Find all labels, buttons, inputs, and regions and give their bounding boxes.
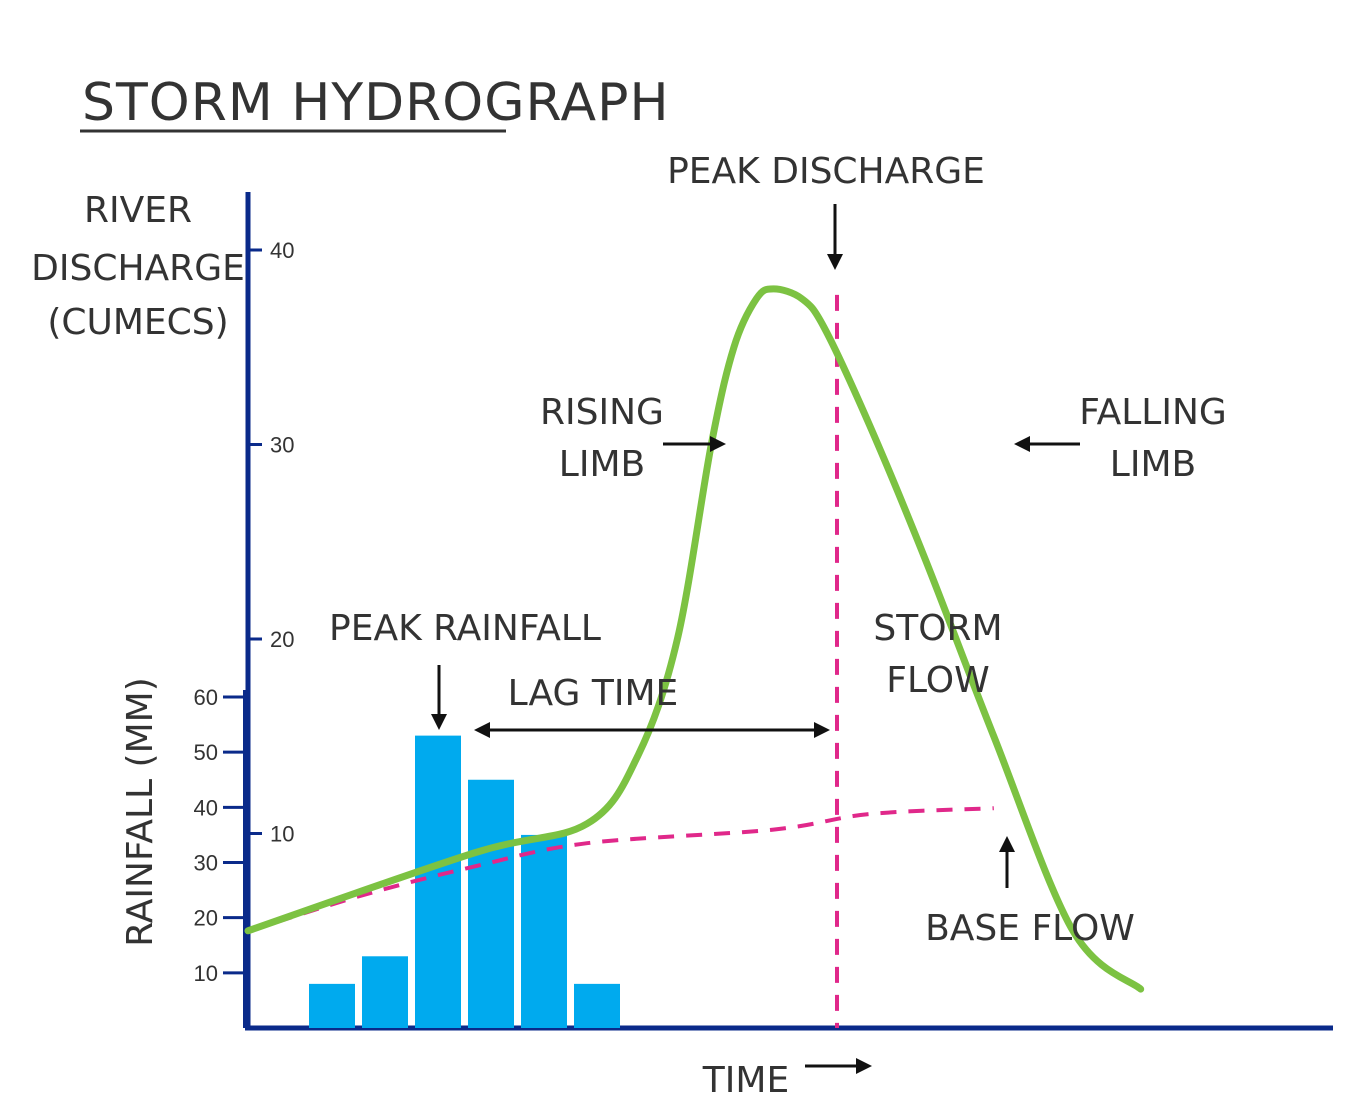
discharge-tick-label: 40 xyxy=(270,238,294,263)
rainfall-bars xyxy=(309,735,620,1028)
rising-limb-label-line-1: RISING xyxy=(540,392,664,433)
rainfall-tick-label: 50 xyxy=(194,740,218,765)
storm-flow-label-line-2: FLOW xyxy=(886,660,989,701)
falling-limb-arrow xyxy=(1014,436,1080,452)
chart-title: STORM HYDROGRAPH xyxy=(82,73,670,133)
discharge-tick-label: 10 xyxy=(270,822,294,847)
baseflow-line xyxy=(249,806,994,933)
peak-rainfall-arrow xyxy=(431,665,447,730)
base-flow-arrow xyxy=(999,836,1015,888)
discharge-axis-title-line-2: DISCHARGE xyxy=(31,248,245,289)
rainfall-bar xyxy=(309,983,355,1028)
rainfall-tick-label: 60 xyxy=(194,685,218,710)
time-arrow xyxy=(805,1058,872,1074)
peak-rainfall-label: PEAK RAINFALL xyxy=(329,608,601,649)
rising-limb-label-line-2: LIMB xyxy=(559,444,645,485)
rainfall-bar xyxy=(362,956,408,1028)
rainfall-axis-title: RAINFALL (MM) xyxy=(120,677,161,947)
discharge-ticks: 10 20 30 40 xyxy=(248,238,294,847)
discharge-tick-label: 20 xyxy=(270,627,294,652)
discharge-curve xyxy=(244,285,1145,993)
rainfall-bar xyxy=(521,834,567,1028)
peak-discharge-label: PEAK DISCHARGE xyxy=(667,151,985,192)
rainfall-tick-label: 30 xyxy=(194,851,218,876)
discharge-axis-title-line-3: (CUMECS) xyxy=(47,302,228,343)
rainfall-tick-label: 40 xyxy=(194,795,218,820)
falling-limb-label-line-2: LIMB xyxy=(1110,444,1196,485)
discharge-axis-title-line-1: RIVER xyxy=(84,190,192,231)
lag-time-label: LAG TIME xyxy=(508,673,679,714)
rising-limb-arrow xyxy=(663,436,726,452)
lag-time-arrow xyxy=(474,722,830,738)
time-axis-label: TIME xyxy=(702,1060,789,1101)
rainfall-tick-label: 10 xyxy=(194,961,218,986)
rainfall-bar xyxy=(574,983,620,1028)
rainfall-tick-label: 20 xyxy=(194,906,218,931)
rainfall-ticks: 10 20 30 40 50 60 xyxy=(194,685,245,986)
rainfall-bar xyxy=(468,779,514,1028)
falling-limb-label-line-1: FALLING xyxy=(1079,392,1227,433)
peak-discharge-arrow xyxy=(827,204,843,270)
discharge-tick-label: 30 xyxy=(270,433,294,458)
storm-flow-label-line-1: STORM xyxy=(873,608,1002,649)
rainfall-bar xyxy=(415,735,461,1028)
base-flow-label: BASE FLOW xyxy=(925,908,1135,949)
